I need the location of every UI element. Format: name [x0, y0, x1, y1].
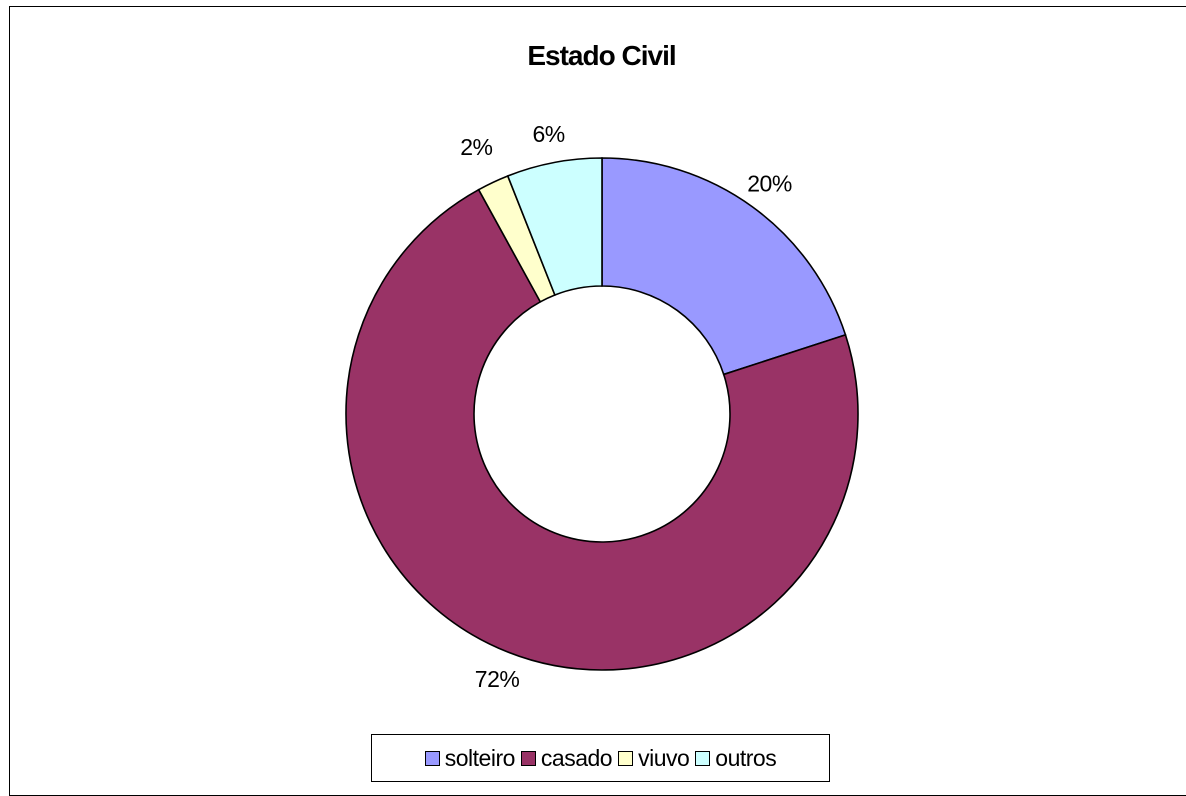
data-label-viuvo: 2% — [460, 134, 492, 160]
legend-item-outros: outros — [695, 744, 777, 772]
data-label-casado: 72% — [475, 666, 520, 692]
legend-swatch-viuvo — [618, 750, 634, 766]
legend-label-outros: outros — [715, 744, 777, 771]
legend-label-solteiro: solteiro — [444, 744, 516, 771]
legend-item-viuvo: viuvo — [618, 744, 690, 772]
data-labels: 20% 72% 2% 6% — [460, 121, 792, 692]
data-label-solteiro: 20% — [747, 170, 792, 196]
data-label-outros: 6% — [532, 121, 564, 147]
chart-title: Estado Civil — [527, 40, 676, 71]
legend-item-solteiro: solteiro — [424, 744, 516, 772]
slice-solteiro — [601, 157, 847, 376]
legend-label-viuvo: viuvo — [638, 744, 690, 771]
slice-casado — [345, 188, 859, 671]
legend: solteiro casado viuvo outros — [371, 734, 830, 782]
legend-item-casado: casado — [520, 744, 613, 772]
legend-swatch-casado — [520, 750, 536, 766]
legend-swatch-outros — [695, 750, 711, 766]
legend-label-casado: casado — [540, 744, 613, 771]
slice-outros — [506, 157, 603, 297]
legend-swatch-solteiro — [424, 750, 440, 766]
donut-slices — [345, 157, 859, 671]
